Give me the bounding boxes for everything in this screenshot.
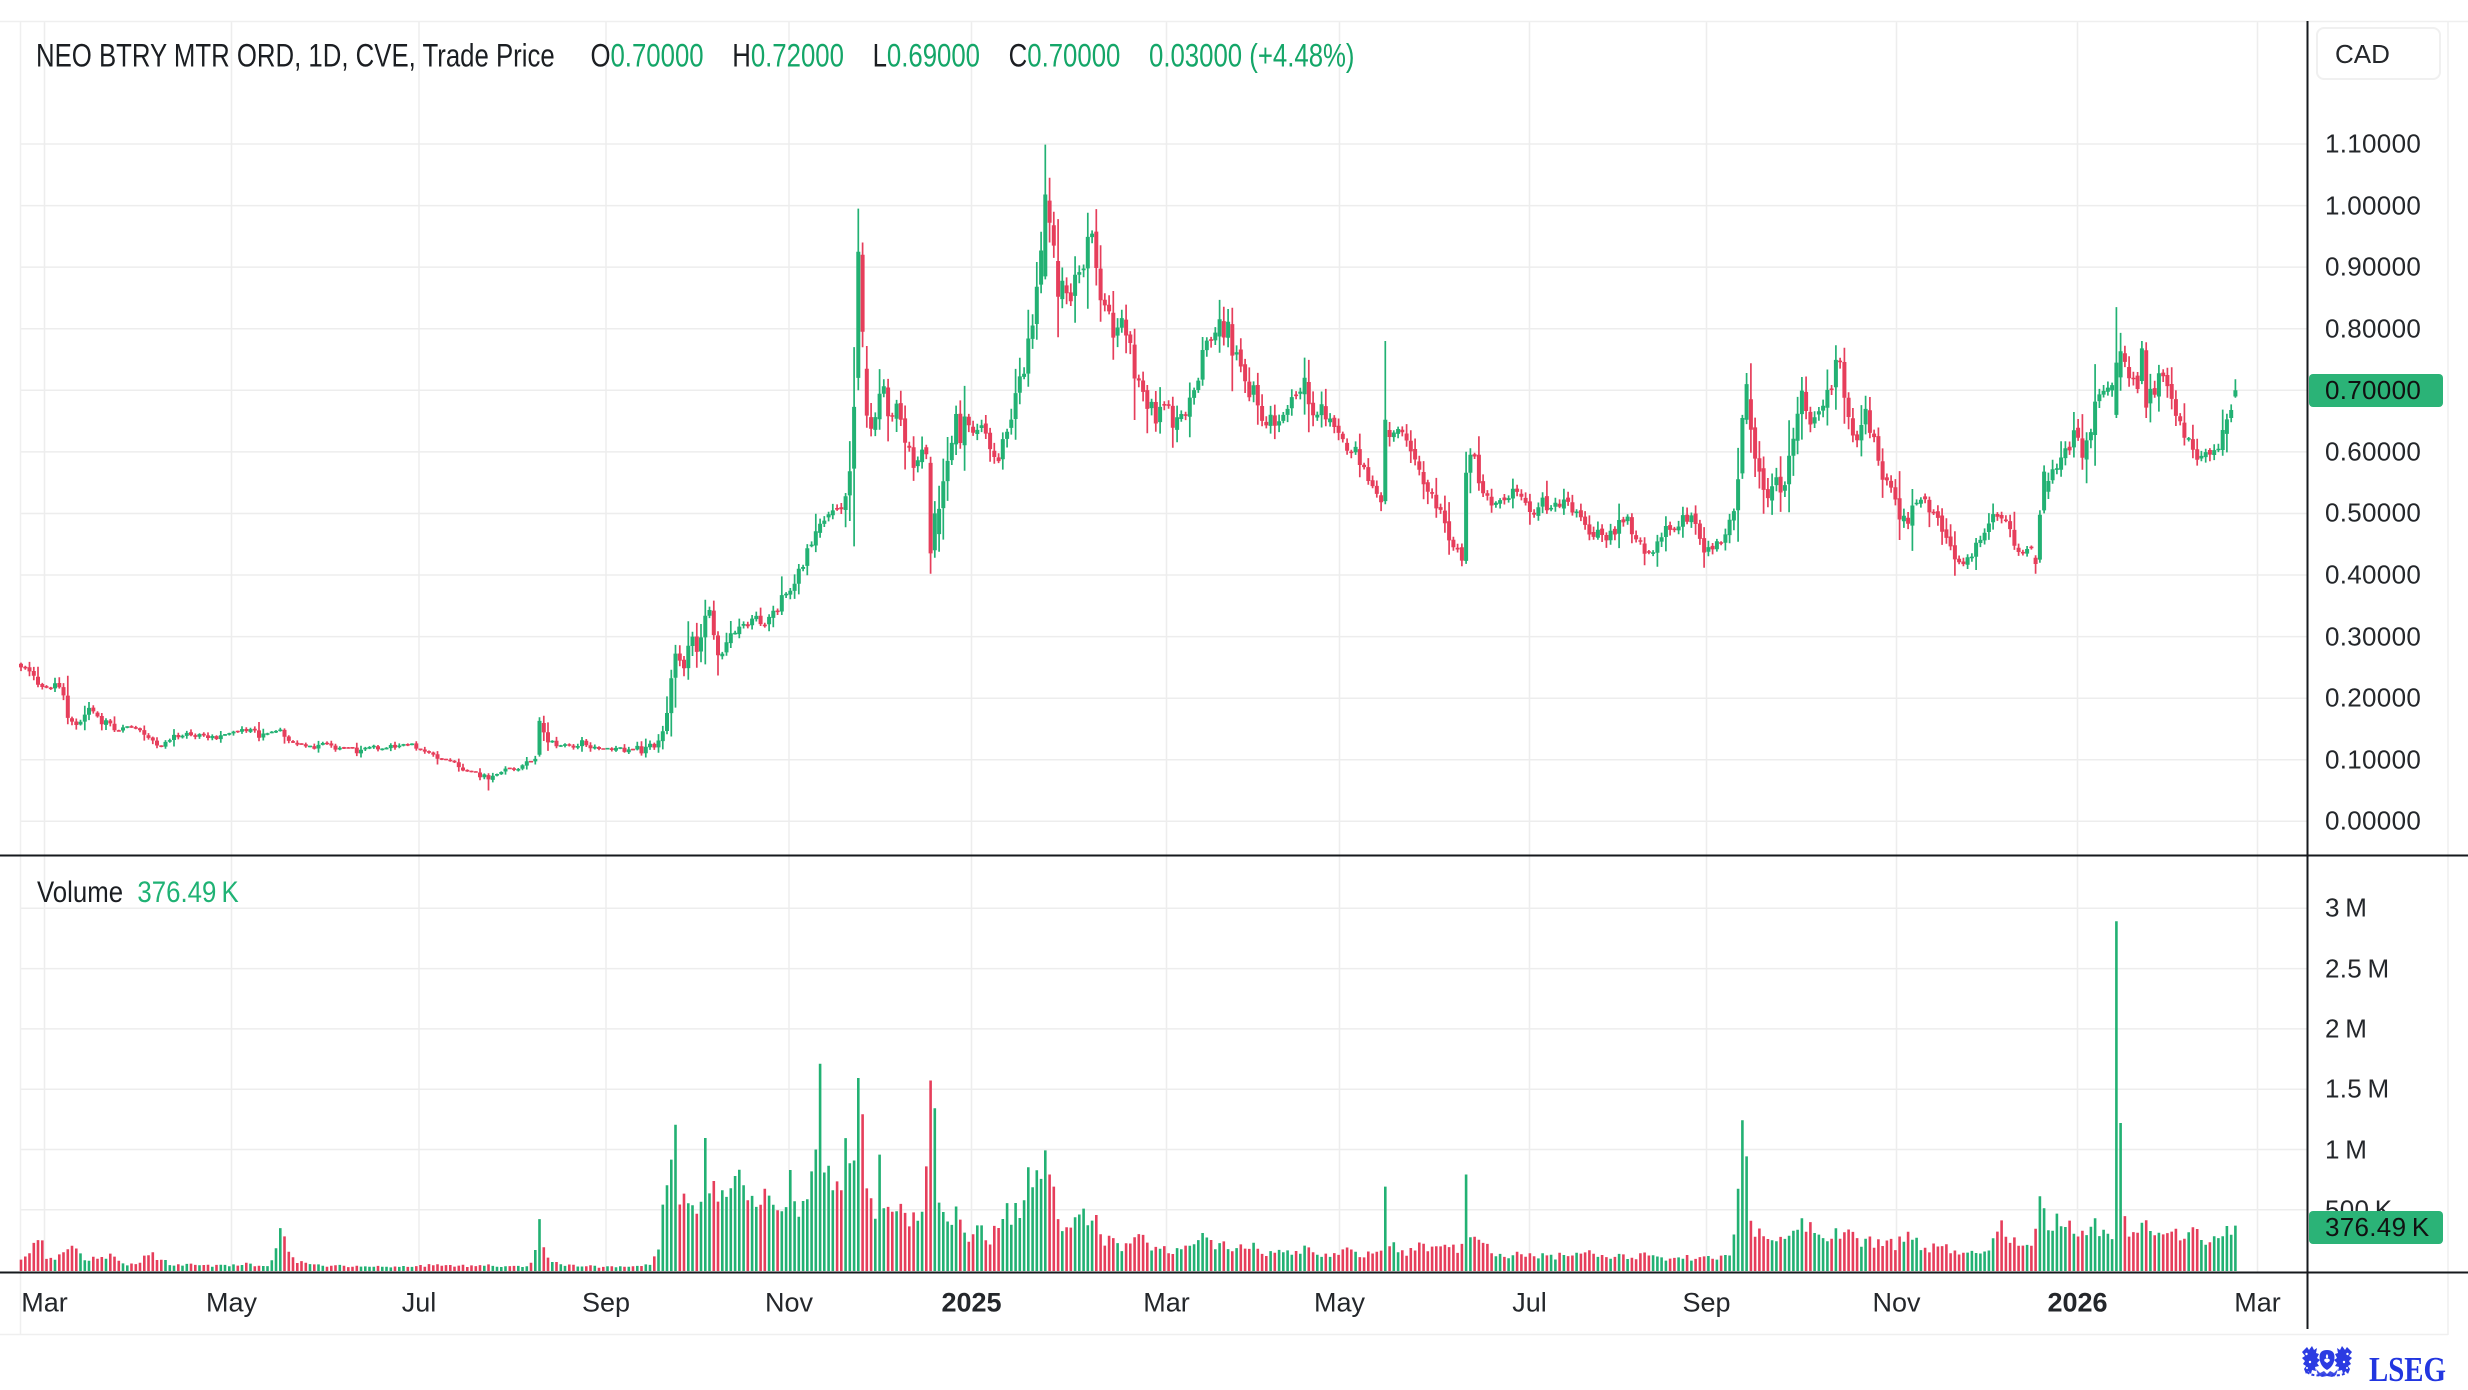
svg-text:LSEG: LSEG [2369,1350,2446,1389]
